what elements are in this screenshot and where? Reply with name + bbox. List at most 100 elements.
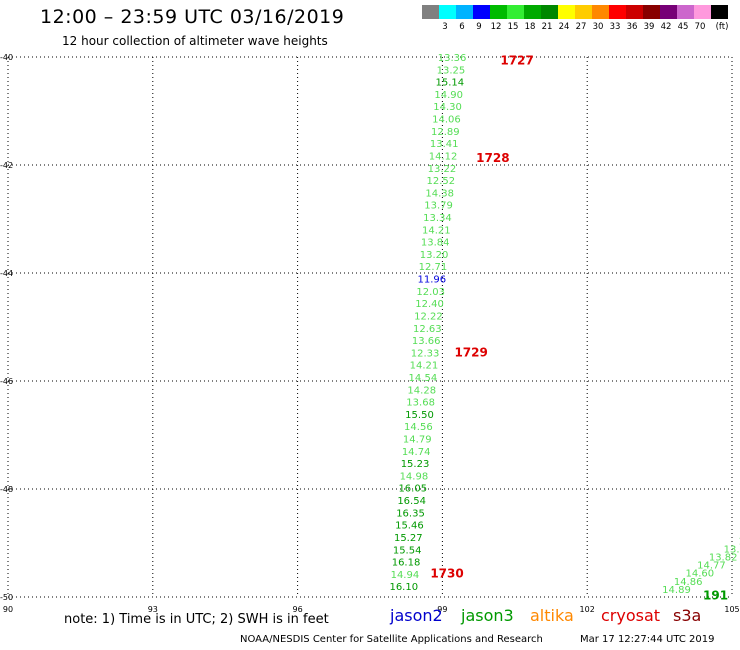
- x-tick-label: 93: [148, 605, 158, 614]
- color-swatch: [473, 5, 490, 19]
- swh-data-point: 13.20: [420, 250, 449, 261]
- swh-data-point: 15.23: [401, 459, 430, 470]
- color-swatch: [643, 5, 660, 19]
- time-label: 1728: [476, 151, 509, 165]
- color-swatch: [558, 5, 575, 19]
- legend-bar: note: 1) Time is in UTC; 2) SWH is in fe…: [0, 606, 740, 630]
- legend-jason3: jason3: [461, 606, 514, 625]
- swh-data-point: 13.8: [724, 544, 740, 555]
- time-label: 1729: [454, 345, 487, 359]
- legend-jason2: jason2: [390, 606, 443, 625]
- time-label: 1730: [430, 567, 463, 581]
- legend-altika: altika: [530, 606, 574, 625]
- swh-data-point: 14.94: [391, 570, 420, 581]
- swh-data-point: 14.77: [697, 561, 726, 572]
- x-tick-label: 96: [293, 605, 303, 614]
- swh-data-point: 14.06: [432, 115, 461, 126]
- swh-data-point: 14.21: [410, 361, 439, 372]
- color-swatch: [677, 5, 694, 19]
- swh-data-point: 14.30: [433, 102, 462, 113]
- color-scale-label: 33: [609, 22, 621, 32]
- swh-data-point: 14.28: [407, 385, 436, 396]
- swh-data-point: 15.46: [395, 521, 424, 532]
- color-scale-label: 39: [643, 22, 655, 32]
- y-tick-label: -46: [0, 377, 13, 386]
- swh-data-point: 12.89: [431, 127, 460, 138]
- swh-data-point: 13.36: [438, 53, 467, 64]
- y-tick-label: -40: [0, 53, 13, 62]
- y-tick-label: -44: [0, 269, 13, 278]
- swh-data-point: 12.22: [414, 311, 443, 322]
- color-scale-label: 9: [476, 22, 482, 32]
- y-tick-label: -50: [0, 593, 13, 602]
- credit-line: NOAA/NESDIS Center for Satellite Applica…: [240, 634, 543, 645]
- legend-cryosat: cryosat: [601, 606, 661, 625]
- color-scale-label: 24: [558, 22, 570, 32]
- swh-data-point: 14.54: [409, 373, 438, 384]
- swh-data-point: 13.: [739, 536, 740, 547]
- color-swatch: [422, 5, 439, 19]
- y-tick-label: -42: [0, 161, 13, 170]
- swh-data-point: 12.63: [413, 324, 442, 335]
- swh-data-point: 14.38: [425, 188, 454, 199]
- x-tick-label: 90: [3, 605, 13, 614]
- color-scale-label: 36: [626, 22, 638, 32]
- time-label: 191: [703, 588, 728, 602]
- generated-timestamp: Mar 17 12:27:44 UTC 2019: [580, 634, 715, 645]
- legend-s3a: s3a: [673, 606, 702, 625]
- color-scale-label: 12: [490, 22, 502, 32]
- swh-data-point: 15.14: [435, 78, 464, 89]
- color-scale-label: 18: [524, 22, 536, 32]
- swh-data-point: 15.54: [393, 545, 422, 556]
- swh-data-point: 16.54: [397, 496, 426, 507]
- swh-data-point: 13.34: [423, 213, 452, 224]
- color-scale-unit: (ft): [715, 22, 729, 32]
- swh-data-point: 14.21: [422, 225, 451, 236]
- swh-data-point: 14.90: [434, 90, 463, 101]
- swh-data-point: 13.82: [709, 553, 738, 564]
- color-swatch: [711, 5, 728, 19]
- swh-data-point: 16.10: [389, 582, 418, 593]
- color-swatch: [524, 5, 541, 19]
- chart-title: 12:00 – 23:59 UTC 03/16/2019: [40, 6, 345, 28]
- time-label: 1727: [500, 54, 533, 68]
- swh-data-point: 12.03: [416, 287, 445, 298]
- swh-data-point: 14.56: [404, 422, 433, 433]
- color-swatch: [694, 5, 711, 19]
- color-swatch: [541, 5, 558, 19]
- swh-data-point: 12.40: [415, 299, 444, 310]
- color-scale-label: 3: [442, 22, 448, 32]
- color-swatch: [507, 5, 524, 19]
- swh-data-point: 14.86: [674, 577, 703, 588]
- x-tick-label: 105: [724, 605, 739, 614]
- color-swatch: [660, 5, 677, 19]
- swh-data-point: 16.18: [392, 558, 421, 569]
- color-scale-label: 70: [694, 22, 706, 32]
- swh-data-point: 13.25: [437, 65, 466, 76]
- color-scale-label: 21: [541, 22, 553, 32]
- swh-data-point: 12.52: [427, 176, 456, 187]
- x-tick-label: 99: [437, 605, 447, 614]
- swh-data-point: 14.74: [402, 447, 431, 458]
- swh-data-point: 13.22: [428, 164, 457, 175]
- swh-data-point: 12.71: [419, 262, 448, 273]
- color-swatch: [490, 5, 507, 19]
- swh-data-point: 14.98: [400, 471, 429, 482]
- swh-data-point: 15.27: [394, 533, 423, 544]
- color-scale-label: 42: [660, 22, 672, 32]
- color-swatch: [609, 5, 626, 19]
- swh-data-point: 12.33: [411, 348, 440, 359]
- swh-data-point: 14.12: [429, 151, 458, 162]
- color-swatch: [592, 5, 609, 19]
- color-scale-label: 45: [677, 22, 689, 32]
- color-scale-label: 30: [592, 22, 604, 32]
- color-scale-label: 15: [507, 22, 519, 32]
- swh-data-point: 15.50: [405, 410, 434, 421]
- swh-data-point: 16.35: [396, 508, 425, 519]
- swh-data-point: 13.66: [412, 336, 441, 347]
- color-swatch: [456, 5, 473, 19]
- swh-data-point: 16.05: [398, 484, 427, 495]
- color-swatch: [439, 5, 456, 19]
- swh-data-point: 11.96: [418, 275, 447, 286]
